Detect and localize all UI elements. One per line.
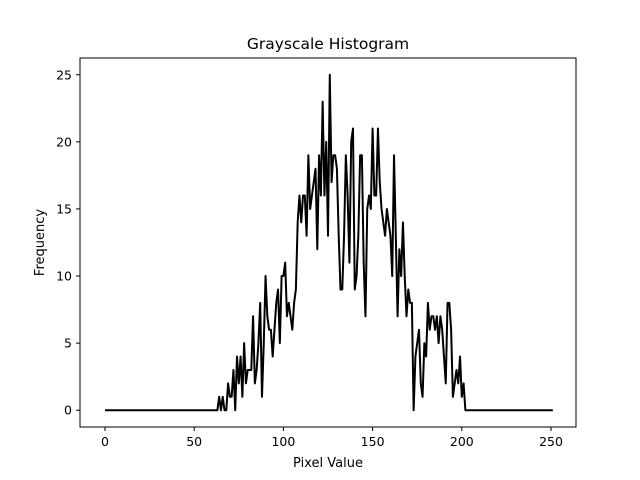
y-axis-label: Frequency xyxy=(33,209,48,276)
y-tick-label: 25 xyxy=(56,67,72,82)
y-axis-ticks: 0 5 10 15 20 25 xyxy=(56,67,80,418)
x-tick-label: 250 xyxy=(539,434,563,449)
x-tick-label: 200 xyxy=(450,434,474,449)
x-tick-label: 150 xyxy=(361,434,385,449)
x-tick-label: 100 xyxy=(271,434,295,449)
x-axis-ticks: 0 50 100 150 200 250 xyxy=(101,427,563,449)
plot-area-frame xyxy=(79,57,577,428)
x-tick-label: 0 xyxy=(101,434,109,449)
y-tick-label: 10 xyxy=(56,269,72,284)
x-tick-label: 50 xyxy=(186,434,202,449)
y-tick-label: 0 xyxy=(64,403,72,418)
y-tick-label: 20 xyxy=(56,134,72,149)
y-tick-label: 15 xyxy=(56,201,72,216)
series-line xyxy=(104,73,553,412)
y-tick-label: 5 xyxy=(64,336,72,351)
x-axis-label: Pixel Value xyxy=(293,456,363,471)
chart-title: Grayscale Histogram xyxy=(247,35,409,53)
